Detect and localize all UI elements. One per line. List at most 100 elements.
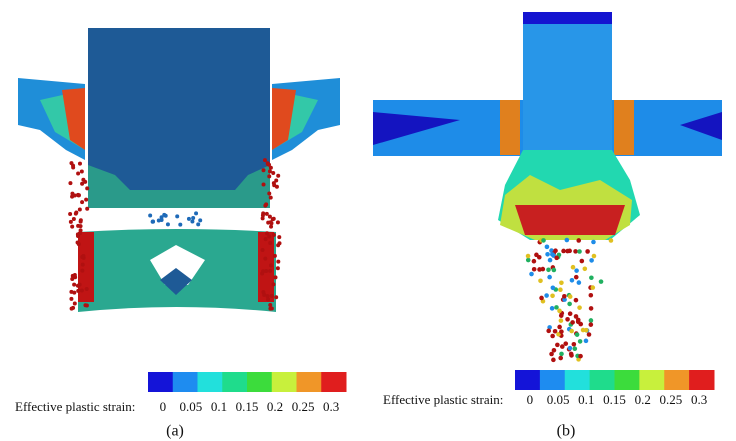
particle (85, 186, 90, 191)
particle (538, 278, 543, 284)
particle (568, 351, 574, 357)
particle (551, 357, 556, 363)
particle (196, 222, 201, 227)
particle (589, 258, 594, 263)
particle (531, 258, 537, 264)
colorbar-tick-label: 0.15 (603, 392, 626, 407)
colorbar-tick-label: 0.3 (323, 399, 339, 414)
particle (545, 251, 550, 257)
particle (178, 222, 183, 227)
particle (70, 224, 75, 229)
particle (577, 249, 582, 254)
particle (570, 264, 576, 270)
particle (573, 249, 578, 254)
particle (80, 200, 85, 205)
particle (547, 325, 552, 330)
particle (547, 257, 553, 263)
particle (83, 303, 88, 308)
particle (583, 338, 589, 344)
particle (558, 313, 564, 318)
particle (77, 161, 82, 166)
particle (266, 297, 271, 302)
particle (567, 311, 573, 317)
colorbar-segment (321, 372, 347, 392)
particle (267, 162, 272, 167)
particle (546, 328, 551, 334)
particle (265, 231, 270, 236)
particle (260, 213, 265, 218)
particle (266, 220, 271, 225)
particle (268, 165, 273, 170)
particle (575, 317, 581, 323)
particle (541, 238, 546, 243)
particle (268, 263, 273, 268)
particle (71, 217, 76, 222)
particle (275, 220, 280, 225)
particle (269, 224, 274, 229)
particle (578, 321, 584, 327)
particle (261, 168, 266, 173)
particle (559, 351, 564, 357)
particle (589, 275, 594, 281)
colorbar-segment (614, 370, 640, 390)
particle (578, 353, 583, 359)
particle (68, 219, 73, 224)
colorbar-tick-label: 0.1 (578, 392, 594, 407)
particle (573, 297, 579, 303)
particle (551, 347, 557, 353)
particle (262, 158, 267, 163)
particle (271, 282, 276, 287)
particle (574, 332, 580, 337)
particle (148, 213, 153, 218)
panel-label: (b) (557, 423, 576, 440)
particle (559, 329, 564, 334)
particle (572, 346, 578, 352)
particle (555, 342, 560, 348)
particle (159, 218, 164, 223)
particle (273, 275, 278, 280)
particle (554, 305, 559, 310)
particle (80, 181, 85, 186)
particle (525, 257, 531, 263)
particle (544, 244, 550, 250)
particle (186, 216, 191, 221)
particle (569, 328, 574, 334)
particle (270, 217, 275, 222)
particle (274, 295, 279, 300)
particle (83, 179, 88, 184)
particle (261, 182, 266, 187)
particle (549, 351, 554, 357)
particle (554, 255, 559, 261)
particle (268, 303, 273, 308)
particle (175, 214, 180, 219)
particle (573, 274, 579, 280)
particle (267, 234, 272, 239)
particle (263, 203, 268, 208)
particle (267, 214, 272, 219)
particle (565, 248, 570, 254)
particle (544, 293, 549, 298)
particle (68, 211, 73, 216)
particle (79, 169, 84, 174)
particle (194, 211, 199, 216)
simulation-a (18, 28, 340, 312)
particle (277, 235, 282, 240)
particle (582, 266, 588, 272)
particle (198, 218, 203, 223)
particle (274, 184, 279, 189)
particle (276, 173, 281, 178)
particle (165, 222, 170, 227)
particle (276, 243, 281, 248)
particle (590, 285, 596, 290)
particle (551, 267, 557, 273)
particle (271, 232, 276, 237)
colorbars: Effective plastic strain: 0 0.05 0.1 0.15 0.2… (15, 370, 715, 440)
colorbar-segment (564, 370, 591, 390)
particle (274, 178, 279, 183)
colorbar-segment (689, 370, 715, 390)
colorbar-tick-label: 0.1 (211, 399, 227, 414)
particle (576, 238, 582, 243)
particle (588, 322, 594, 327)
particle (546, 267, 551, 273)
particle (567, 294, 573, 299)
